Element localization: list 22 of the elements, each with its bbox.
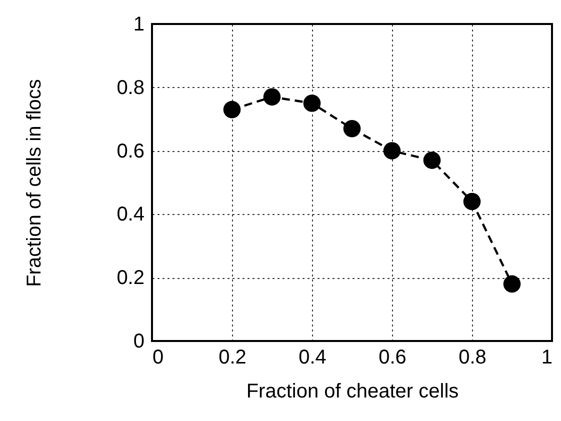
point	[343, 120, 361, 138]
point	[463, 192, 481, 210]
y-axis-title: Fraction of cells in flocs	[24, 79, 46, 287]
x-tick-label: 0.6	[378, 346, 406, 368]
x-tick-label: 0.2	[218, 346, 246, 368]
point	[423, 152, 441, 169]
y-tick-label: 0.8	[116, 76, 144, 99]
x-tick-label: 0	[152, 346, 164, 368]
y-tick-label: 0.2	[116, 267, 144, 290]
point	[303, 94, 321, 112]
x-axis-title: Fraction of cheater cells	[246, 380, 459, 402]
y-tick-label: 0.4	[116, 204, 144, 226]
y-tick-label: 0.6	[116, 140, 144, 162]
point	[503, 275, 521, 293]
point	[223, 100, 241, 118]
point	[263, 88, 281, 106]
y-tick-label: 1	[133, 14, 144, 36]
x-tick-label: 0.4	[298, 346, 326, 368]
x-tick-label: 0.8	[458, 346, 486, 368]
x-tick-label: 1	[541, 346, 552, 368]
y-tick-label: 0	[133, 330, 144, 352]
point	[383, 142, 401, 160]
